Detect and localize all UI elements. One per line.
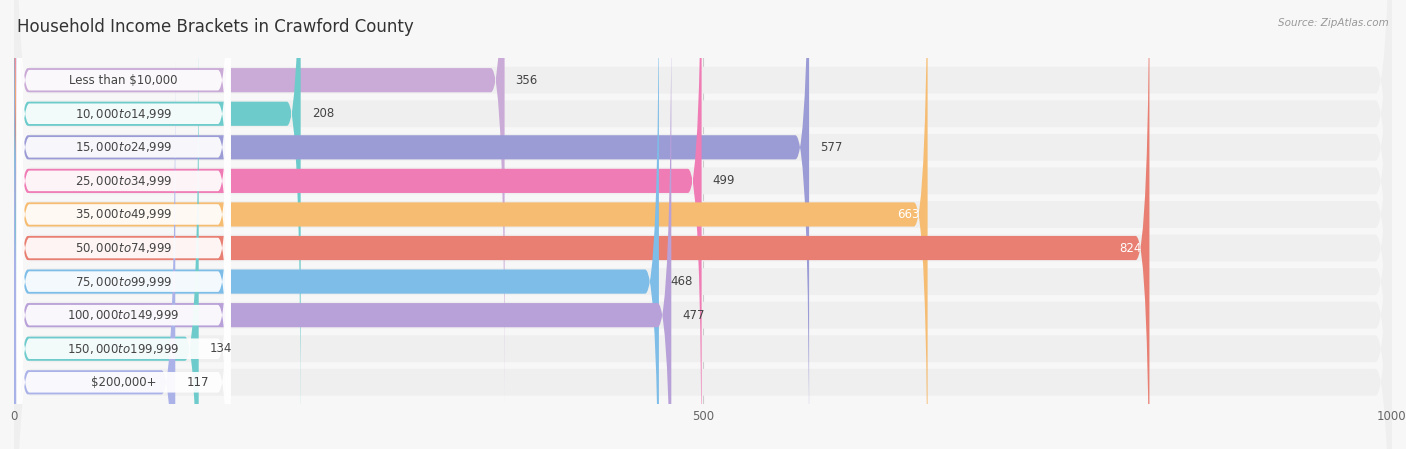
- FancyBboxPatch shape: [17, 0, 231, 449]
- FancyBboxPatch shape: [14, 0, 1392, 449]
- Text: 663: 663: [897, 208, 920, 221]
- Text: 468: 468: [669, 275, 692, 288]
- FancyBboxPatch shape: [17, 0, 231, 439]
- FancyBboxPatch shape: [17, 57, 231, 449]
- FancyBboxPatch shape: [17, 0, 231, 449]
- FancyBboxPatch shape: [14, 0, 1392, 449]
- FancyBboxPatch shape: [14, 0, 1150, 449]
- FancyBboxPatch shape: [14, 0, 1392, 449]
- Text: Source: ZipAtlas.com: Source: ZipAtlas.com: [1278, 18, 1389, 28]
- FancyBboxPatch shape: [14, 0, 1392, 449]
- FancyBboxPatch shape: [17, 0, 231, 449]
- Text: 577: 577: [820, 141, 842, 154]
- FancyBboxPatch shape: [17, 0, 231, 449]
- Text: Less than $10,000: Less than $10,000: [69, 74, 177, 87]
- FancyBboxPatch shape: [14, 0, 1392, 449]
- FancyBboxPatch shape: [14, 25, 198, 449]
- FancyBboxPatch shape: [14, 0, 505, 404]
- FancyBboxPatch shape: [14, 0, 1392, 449]
- FancyBboxPatch shape: [14, 0, 659, 449]
- FancyBboxPatch shape: [14, 0, 1392, 449]
- Text: $10,000 to $14,999: $10,000 to $14,999: [75, 107, 173, 121]
- FancyBboxPatch shape: [17, 90, 231, 449]
- FancyBboxPatch shape: [17, 0, 231, 372]
- Text: $150,000 to $199,999: $150,000 to $199,999: [67, 342, 180, 356]
- Text: $75,000 to $99,999: $75,000 to $99,999: [75, 275, 173, 289]
- FancyBboxPatch shape: [14, 59, 176, 449]
- Text: $25,000 to $34,999: $25,000 to $34,999: [75, 174, 173, 188]
- Text: 117: 117: [186, 376, 209, 389]
- Text: 208: 208: [312, 107, 335, 120]
- Text: $50,000 to $74,999: $50,000 to $74,999: [75, 241, 173, 255]
- Text: $100,000 to $149,999: $100,000 to $149,999: [67, 308, 180, 322]
- FancyBboxPatch shape: [14, 0, 928, 449]
- FancyBboxPatch shape: [14, 0, 702, 449]
- Text: 356: 356: [516, 74, 538, 87]
- Text: $35,000 to $49,999: $35,000 to $49,999: [75, 207, 173, 221]
- Text: 477: 477: [682, 308, 704, 321]
- FancyBboxPatch shape: [14, 0, 1392, 449]
- Text: 499: 499: [713, 174, 735, 187]
- Text: $15,000 to $24,999: $15,000 to $24,999: [75, 141, 173, 154]
- FancyBboxPatch shape: [14, 0, 808, 449]
- FancyBboxPatch shape: [14, 0, 1392, 449]
- Text: 824: 824: [1119, 242, 1142, 255]
- Text: 134: 134: [209, 342, 232, 355]
- FancyBboxPatch shape: [14, 0, 1392, 449]
- FancyBboxPatch shape: [14, 0, 671, 449]
- Text: Household Income Brackets in Crawford County: Household Income Brackets in Crawford Co…: [17, 18, 413, 36]
- Text: $200,000+: $200,000+: [91, 376, 156, 389]
- FancyBboxPatch shape: [14, 0, 301, 437]
- FancyBboxPatch shape: [17, 0, 231, 405]
- FancyBboxPatch shape: [17, 23, 231, 449]
